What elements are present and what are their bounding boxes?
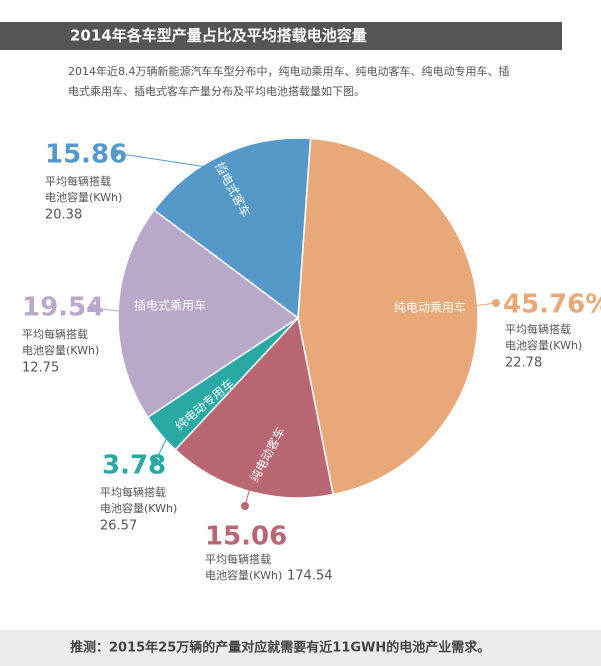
capacity-value: 22.78	[505, 356, 542, 371]
leader-line	[92, 307, 137, 314]
capacity-caption: 平均每辆搭载	[505, 322, 571, 336]
capacity-caption: 电池容量(KWh)	[505, 338, 582, 352]
title-bar	[0, 22, 562, 50]
pie-slice	[297, 137, 479, 496]
leader-dot	[111, 149, 119, 157]
value-label: 19.54	[22, 293, 104, 323]
leader-line	[244, 473, 255, 507]
capacity-caption: 平均每辆搭载	[22, 327, 88, 341]
chart-title: 2014年各车型产量占比及平均搭载电池容量	[70, 27, 367, 45]
pie-slice	[153, 137, 312, 320]
capacity-caption: 电池容量(KWh)	[45, 190, 122, 204]
capacity-caption: 电池容量(KWh)	[22, 343, 99, 357]
value-label: 15.86	[45, 140, 127, 170]
slice-label: 纯电动乘用车	[394, 300, 466, 315]
capacity-caption: 电池容量(KWh)	[100, 501, 177, 515]
value-label: 3.78	[102, 451, 166, 481]
leader-dot	[151, 458, 159, 466]
leader-dot	[241, 502, 249, 510]
capacity-value: 26.57	[100, 519, 137, 534]
note: 推测：2015年25万辆的产量对应就需要有近11GWH的电池产业需求。	[70, 640, 490, 656]
pie-slice	[117, 208, 300, 419]
capacity-caption: 电池容量(KWh)	[205, 568, 282, 582]
capacity-value: 20.38	[45, 208, 82, 223]
subtitle: 2014年近8.4万辆新能源汽车车型分布中，纯电动乘用车、纯电动客车、纯电动专用…	[68, 64, 510, 78]
slice-label: 插电式乘用车	[134, 298, 206, 313]
leader-line	[114, 152, 231, 172]
capacity-value: 174.54	[287, 569, 333, 584]
leader-line	[459, 302, 497, 309]
capacity-caption: 平均每辆搭载	[45, 174, 111, 188]
leader-dot	[89, 304, 97, 312]
leader-dot	[492, 299, 500, 307]
subtitle: 电式乘用车、插电式客车产量分布及平均电池搭载量如下图。	[68, 84, 365, 98]
leader-line	[154, 422, 175, 463]
capacity-caption: 平均每辆搭载	[100, 485, 166, 499]
capacity-value: 12.75	[22, 361, 59, 376]
capacity-caption: 平均每辆搭载	[205, 552, 271, 566]
footer-bar	[0, 630, 601, 666]
value-label: 45.76%	[503, 290, 601, 320]
value-label: 15.06	[205, 522, 287, 552]
